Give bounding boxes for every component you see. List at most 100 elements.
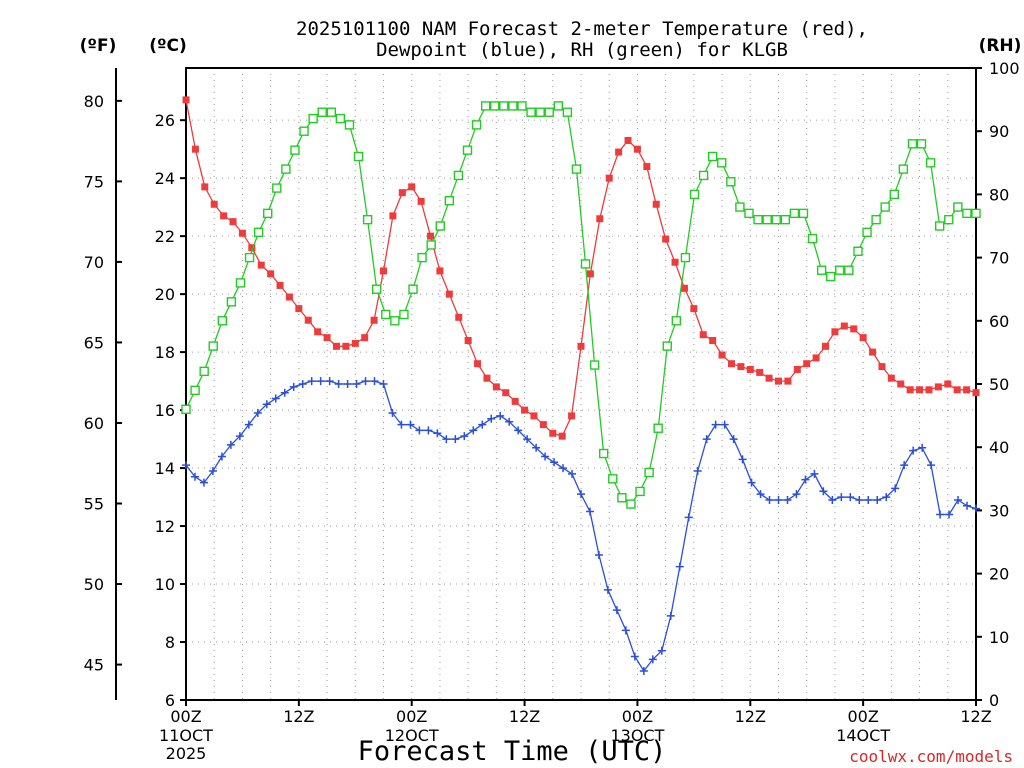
- data-point-dewpoint-c: [235, 432, 244, 441]
- data-point-temperature-c: [332, 342, 340, 350]
- data-point-temperature-c: [897, 380, 905, 388]
- data-point-rh: [490, 101, 500, 111]
- data-point-dewpoint-c: [199, 478, 208, 487]
- data-point-rh: [962, 208, 972, 219]
- data-point-temperature-c: [380, 267, 387, 275]
- data-point-temperature-c: [596, 215, 604, 223]
- data-point-rh: [435, 221, 445, 231]
- fahrenheit-tick-label: 80: [84, 92, 104, 111]
- data-point-temperature-c: [248, 244, 256, 252]
- data-point-temperature-c: [295, 305, 303, 313]
- data-point-dewpoint-c: [334, 380, 343, 388]
- data-point-dewpoint-c: [208, 466, 217, 475]
- x-tick-time-label: 12Z: [735, 707, 766, 726]
- data-point-dewpoint-c: [190, 472, 199, 481]
- data-point-temperature-c: [822, 342, 830, 350]
- data-point-dewpoint-c: [280, 388, 289, 397]
- data-point-dewpoint-c: [801, 475, 810, 484]
- data-point-dewpoint-c: [648, 655, 657, 664]
- rh-tick-label: 90: [989, 122, 1009, 141]
- data-point-dewpoint-c: [738, 455, 747, 464]
- fahrenheit-tick-label: 65: [84, 333, 104, 352]
- data-point-dewpoint-c: [577, 490, 585, 499]
- data-point-dewpoint-c: [487, 414, 496, 423]
- data-point-rh: [671, 316, 682, 326]
- data-point-rh: [871, 214, 881, 225]
- data-point-temperature-c: [840, 322, 848, 330]
- data-point-rh: [308, 113, 318, 124]
- data-point-rh: [381, 309, 391, 320]
- data-point-rh: [317, 107, 327, 117]
- data-point-rh: [707, 151, 718, 162]
- rh-unit-label: (RH): [979, 36, 1022, 56]
- celsius-tick-label: 6: [165, 691, 175, 710]
- data-point-temperature-c: [492, 383, 500, 391]
- celsius-tick-label: 18: [155, 343, 175, 362]
- data-point-temperature-c: [558, 432, 566, 440]
- data-point-temperature-c: [539, 421, 547, 429]
- data-point-dewpoint-c: [963, 501, 972, 510]
- data-point-dewpoint-c: [585, 507, 594, 516]
- data-point-rh: [589, 360, 600, 370]
- data-point-temperature-c: [887, 374, 895, 382]
- data-point-dewpoint-c: [882, 493, 891, 502]
- data-point-temperature-c: [671, 258, 679, 266]
- rh-tick-label: 70: [989, 249, 1009, 268]
- data-point-rh: [680, 252, 691, 263]
- data-point-temperature-c: [191, 145, 199, 153]
- data-point-temperature-c: [464, 337, 472, 345]
- data-point-dewpoint-c: [819, 487, 828, 496]
- data-point-temperature-c: [314, 328, 322, 336]
- data-point-rh: [480, 101, 491, 111]
- data-point-dewpoint-c: [909, 446, 918, 455]
- data-point-temperature-c: [370, 316, 378, 324]
- data-point-dewpoint-c: [594, 551, 603, 560]
- data-point-dewpoint-c: [379, 380, 388, 388]
- x-tick-time-label: 00Z: [847, 707, 878, 726]
- data-point-dewpoint-c: [505, 417, 514, 426]
- data-point-temperature-c: [925, 386, 933, 394]
- data-series: [181, 96, 981, 676]
- chart-title-line1: 2025101100 NAM Forecast 2-meter Temperat…: [296, 18, 868, 40]
- rh-tick-label: 20: [989, 565, 1009, 584]
- data-point-dewpoint-c: [972, 504, 980, 513]
- data-point-rh: [907, 139, 918, 149]
- data-point-temperature-c: [878, 363, 886, 371]
- data-point-dewpoint-c: [424, 426, 433, 435]
- celsius-tick-label: 20: [155, 285, 175, 304]
- data-point-dewpoint-c: [873, 495, 882, 504]
- data-point-temperature-c: [568, 412, 576, 420]
- fahrenheit-tick-label: 70: [84, 253, 104, 272]
- data-point-temperature-c: [690, 305, 698, 313]
- rh-tick-label: 30: [989, 501, 1009, 520]
- data-point-dewpoint-c: [774, 495, 783, 504]
- data-point-dewpoint-c: [864, 495, 873, 504]
- data-point-rh: [226, 297, 237, 307]
- data-point-temperature-c: [257, 261, 265, 269]
- data-point-temperature-c: [699, 331, 707, 339]
- fahrenheit-tick-label: 50: [84, 575, 104, 594]
- x-tick-date-label: 12OCT: [385, 726, 439, 745]
- data-point-rh: [944, 214, 954, 225]
- series-temperature-c: [182, 96, 980, 440]
- data-point-temperature-c: [793, 366, 801, 374]
- data-point-rh: [326, 107, 336, 117]
- data-point-temperature-c: [643, 163, 651, 171]
- data-point-rh: [390, 316, 400, 326]
- data-point-dewpoint-c: [855, 495, 864, 504]
- x-tick-time-label: 00Z: [170, 707, 201, 726]
- data-point-temperature-c: [389, 212, 397, 220]
- data-point-rh: [544, 107, 554, 117]
- data-point-dewpoint-c: [720, 420, 729, 429]
- data-point-temperature-c: [869, 348, 877, 356]
- data-point-dewpoint-c: [639, 667, 648, 676]
- fahrenheit-tick-label: 45: [84, 656, 104, 675]
- y-axes: 6 8 10 12 14 16 18 20 22 24 26 45 50 55 60 65 70 75 80 0 10 2…: [84, 59, 1020, 710]
- data-point-rh: [344, 120, 355, 130]
- data-point-dewpoint-c: [810, 469, 819, 478]
- data-point-rh: [399, 309, 409, 320]
- data-point-temperature-c: [408, 183, 416, 191]
- data-point-rh: [499, 101, 509, 111]
- data-point-temperature-c: [521, 406, 529, 414]
